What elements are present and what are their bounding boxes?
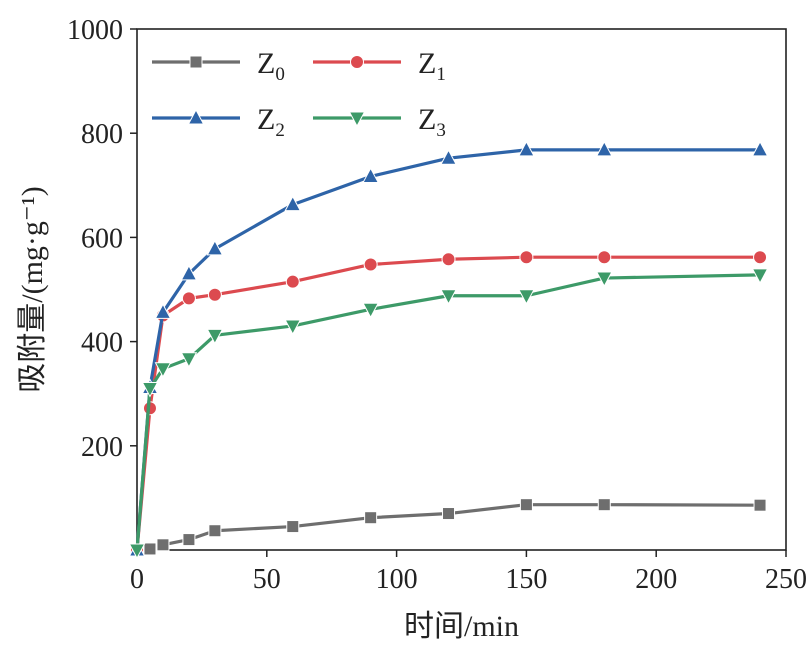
data-point [182,533,196,547]
data-point [156,538,170,552]
data-point [189,55,203,69]
y-tick-label: 600 [81,223,123,254]
data-point [207,287,222,302]
y-tick-label: 800 [81,119,123,150]
legend-label: Z1 [418,47,446,85]
data-point [284,319,302,336]
data-point [154,362,172,378]
data-point [518,140,535,157]
legend-label: Z2 [257,103,285,141]
data-point [440,149,457,165]
x-tick-label: 100 [376,564,418,595]
data-point [143,542,157,556]
data-point [350,55,364,69]
legend-item-z2: Z2 [152,103,285,141]
data-point [285,274,300,289]
x-tick-label: 0 [130,564,144,595]
x-tick-label: 150 [505,564,547,595]
data-point [141,381,159,398]
data-point [362,302,379,319]
data-point [364,511,378,525]
y-tick-label: 400 [81,328,123,359]
series-z3 [128,268,769,560]
data-point [440,289,457,305]
data-point [286,520,300,534]
data-point [753,250,768,265]
y-axis-title: 吸附量/(mg·g⁻¹) [16,186,49,392]
series-line [135,148,761,551]
data-point [518,289,535,305]
data-point [180,352,198,368]
legend-label: Z3 [418,103,446,141]
legend-item-z3: Z3 [313,103,446,141]
data-point [284,195,302,212]
y-tick-label: 1000 [67,15,123,46]
x-axis-title: 时间/min [404,610,519,643]
legend-item-z0: Z0 [152,47,285,85]
data-point [441,252,456,267]
series-layer [128,140,769,560]
data-point [348,111,366,128]
data-point [595,140,613,157]
x-tick-label: 200 [635,564,677,595]
legend: Z0 Z1 Z2 Z3 [152,47,446,141]
axes: 0 50 100 150 200 250 200 400 600 800 1000 时间/min 吸附量… [16,15,807,643]
data-point [751,268,769,284]
data-point [363,257,378,272]
data-point [753,498,767,512]
legend-label: Z0 [257,47,285,85]
data-point [187,108,205,125]
data-point [154,303,172,319]
series-z0 [130,498,767,557]
data-point [206,239,224,256]
data-point [180,264,198,281]
data-point [519,250,534,265]
data-point [442,507,456,521]
data-point [208,524,222,538]
data-point [181,291,196,306]
data-point [128,543,146,560]
data-point [597,250,612,265]
data-point [595,271,613,288]
x-tick-label: 250 [765,564,807,595]
data-point [519,498,533,512]
legend-item-z1: Z1 [313,47,446,85]
series-z2 [128,140,769,557]
y-tick-label: 200 [81,432,123,463]
plot-frame [136,28,787,551]
data-point [597,498,611,512]
data-point [206,328,224,345]
data-point [362,167,379,183]
x-tick-label: 50 [253,564,281,595]
data-point [751,140,769,157]
